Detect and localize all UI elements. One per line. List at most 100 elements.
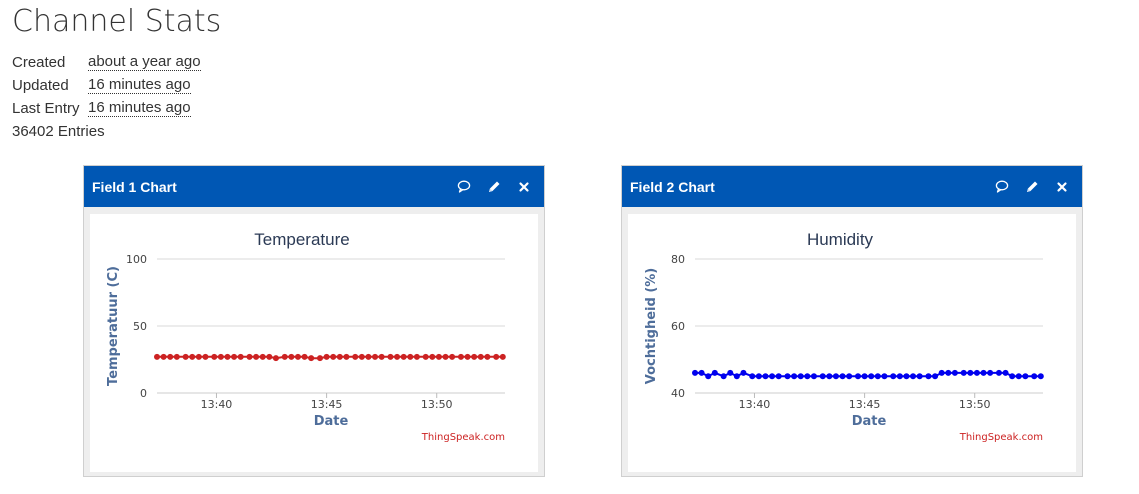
data-point [464,353,471,360]
y-tick-label: 100 [126,253,147,266]
data-point [422,353,429,360]
data-point [692,369,698,376]
data-point [471,353,478,360]
data-point [819,373,826,380]
x-tick-label: 13:45 [849,398,881,411]
data-point [987,369,994,376]
x-tick-label: 13:45 [311,398,343,411]
data-point [995,369,1002,376]
data-point [868,373,875,380]
panel-actions [994,179,1070,195]
data-point [797,373,804,380]
updated-value[interactable]: 16 minutes ago [88,76,191,94]
created-value[interactable]: about a year ago [88,53,201,71]
data-point [839,373,846,380]
stat-created: Created about a year ago [12,51,201,74]
data-point [967,369,974,376]
last-entry-label: Last Entry [12,100,80,117]
data-point [442,353,449,360]
x-axis-label: Date [314,414,349,429]
data-point [826,373,833,380]
data-point [259,353,266,360]
data-point [791,373,798,380]
data-point [224,353,231,360]
pencil-icon[interactable] [486,179,502,195]
y-tick-label: 40 [671,387,685,400]
data-point [1031,373,1038,380]
data-point [749,373,756,380]
data-point [980,369,987,376]
data-point [874,373,881,380]
panel-title: Field 1 Chart [92,178,177,195]
data-point [925,373,932,380]
created-label: Created [12,54,66,71]
data-point [352,353,359,360]
data-point [881,373,888,380]
data-point [916,373,923,380]
data-point [160,353,167,360]
pencil-icon[interactable] [1024,179,1040,195]
data-point [336,353,343,360]
data-point [938,369,945,376]
temperature-chart-svg: Temperature 0 50 100 13:40 13:45 13:50 Date Temp… [106,230,506,443]
data-point [372,353,379,360]
data-point [400,353,407,360]
data-point [413,353,420,360]
x-tick-label: 13:50 [959,398,991,411]
data-point [308,355,315,362]
data-point [189,353,196,360]
panel-actions [456,179,532,195]
field-2-chart-panel: Field 2 Chart Humidity 40 60 80 13:40 13:45 13… [621,165,1083,477]
data-point [493,353,500,360]
data-point [1037,373,1044,380]
data-point [266,353,273,360]
data-point [890,373,897,380]
data-point [755,373,762,380]
data-point [237,353,244,360]
y-axis-label: Vochtigheid (%) [644,268,659,385]
data-point [896,373,903,380]
data-point [217,353,224,360]
data-point [343,353,350,360]
data-point [945,369,952,376]
data-point [784,373,791,380]
x-axis-label: Date [852,414,887,429]
data-point [272,355,279,362]
data-point [903,373,910,380]
data-point [154,353,160,360]
data-point [804,373,811,380]
page-title: Channel Stats [12,4,222,39]
chart-title: Temperature [254,230,349,249]
x-tick-label: 13:40 [739,398,771,411]
data-point [358,353,365,360]
data-point [932,373,939,380]
data-point [477,353,484,360]
thingspeak-credit: ThingSpeak.com [959,432,1043,443]
data-point [173,353,180,360]
close-icon[interactable] [516,179,532,195]
data-point [861,373,868,380]
stat-entries: 36402 Entries [12,120,201,143]
humidity-chart: Humidity 40 60 80 13:40 13:45 13:50 Date Vochtig… [628,214,1076,472]
data-point [740,369,747,376]
data-point [281,353,288,360]
data-point [288,353,295,360]
data-point [698,369,705,376]
comment-icon[interactable] [994,179,1010,195]
data-point [499,353,506,360]
chart-title: Humidity [807,230,874,249]
last-entry-value[interactable]: 16 minutes ago [88,99,191,117]
y-tick-label: 0 [140,387,147,400]
data-point [711,369,718,376]
data-point [960,369,967,376]
data-point [316,355,323,362]
data-point [769,373,776,380]
data-point [407,353,414,360]
comment-icon[interactable] [456,179,472,195]
data-point [457,353,464,360]
data-point [195,353,202,360]
data-point [720,373,727,380]
data-point [323,353,330,360]
thingspeak-credit: ThingSpeak.com [421,432,505,443]
close-icon[interactable] [1054,179,1070,195]
